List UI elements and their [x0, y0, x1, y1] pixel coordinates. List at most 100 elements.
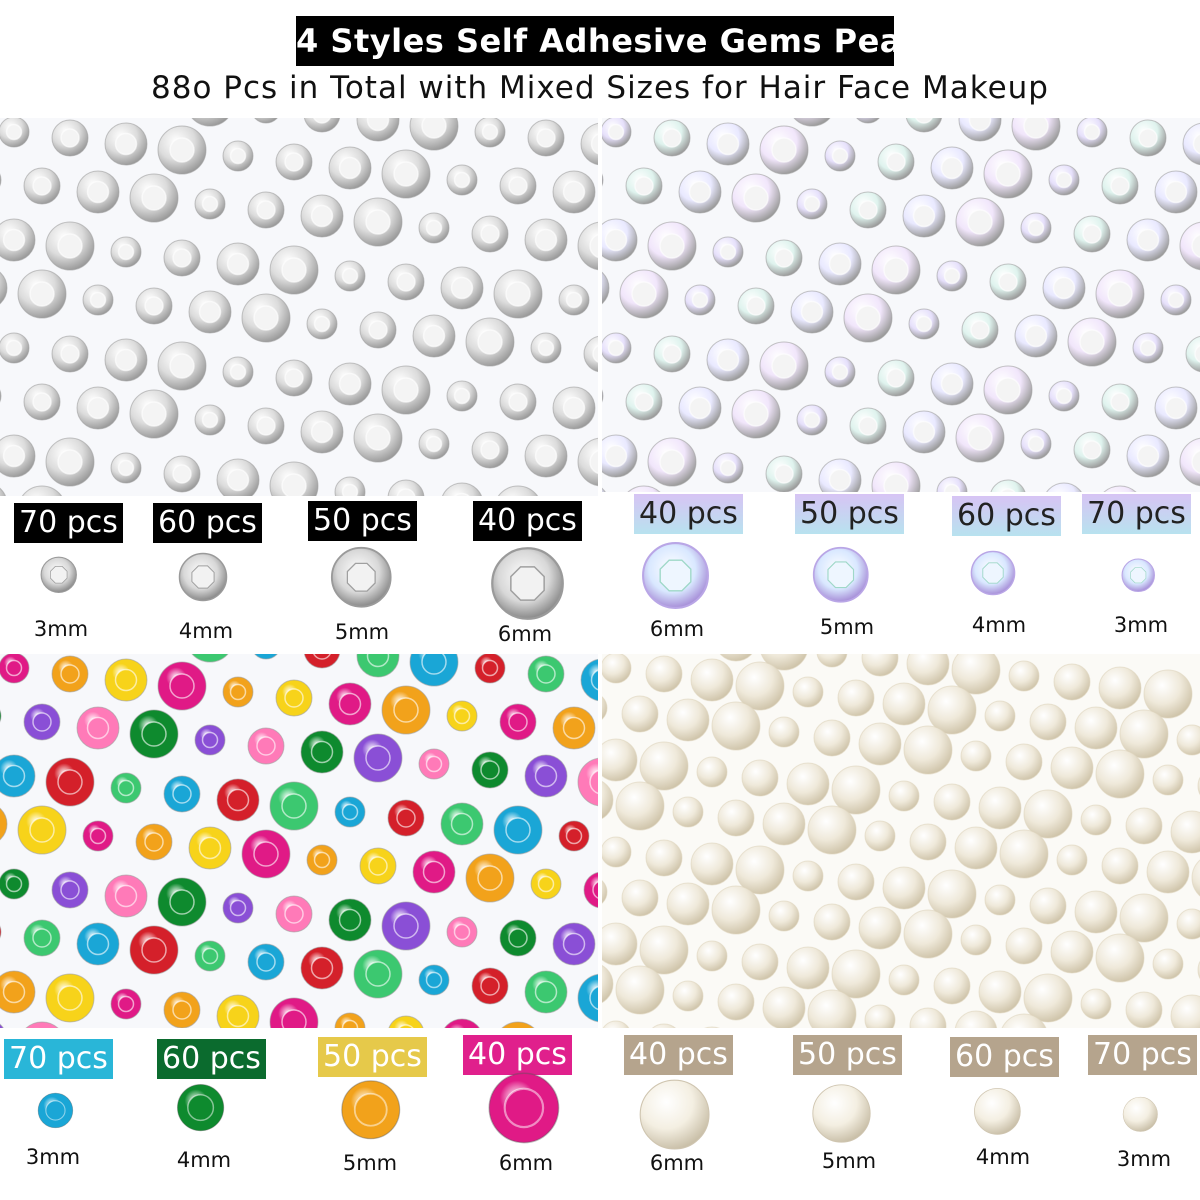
- ab-stone-facet: [831, 147, 849, 165]
- pearl-stone: [1080, 804, 1112, 836]
- ab-stone-facet: [1191, 233, 1200, 259]
- color-stone-facet: [368, 856, 388, 876]
- pearl-stone: [1119, 709, 1169, 759]
- ab-stone: [602, 487, 606, 492]
- pearl-stone: [666, 698, 710, 742]
- pearl-stone: [1001, 1013, 1047, 1028]
- ab-stone-facet: [1082, 224, 1102, 244]
- ab-stone: [1185, 335, 1200, 373]
- pearl-stone: [602, 922, 638, 966]
- pearl-stone: [807, 989, 857, 1028]
- clear-stone-facet: [201, 411, 219, 429]
- pearl-icon-4mm: [973, 1087, 1022, 1140]
- color-stone-facet: [508, 712, 528, 732]
- clear-stone-facet: [396, 488, 416, 496]
- color-stone-facet: [2, 980, 26, 1004]
- color-stone: [303, 654, 341, 669]
- clear-size-label-5mm: 5mm: [334, 620, 390, 644]
- color-size-label-5mm: 5mm: [342, 1151, 398, 1175]
- ab-stone-facet: [1139, 339, 1157, 357]
- ab-stone-facet: [1052, 276, 1076, 300]
- ab-stone-facet: [691, 291, 709, 309]
- clear-stone-facet: [201, 195, 219, 213]
- color-stone: [388, 1015, 424, 1028]
- ab-stone-facet: [1055, 387, 1073, 405]
- pearl-stone: [882, 682, 926, 726]
- ab-stone-facet: [858, 416, 878, 436]
- pearl-count-badge-4mm: 60 pcs: [950, 1037, 1059, 1077]
- ab-stone-facet: [631, 281, 657, 307]
- color-stone-facet: [481, 659, 499, 677]
- color-stone-facet: [536, 664, 556, 684]
- color-stone-facet: [396, 808, 416, 828]
- pearl-sheet-photo: [602, 654, 1200, 1028]
- pearl-stone: [864, 1004, 896, 1028]
- clear-stone-facet: [341, 483, 359, 496]
- pearl-stone: [621, 695, 659, 733]
- ab-stone-facet: [604, 228, 628, 252]
- pearl-size-label-3mm: 3mm: [1116, 1147, 1172, 1171]
- clear-stone-facet: [172, 464, 192, 484]
- ab-stone-facet: [1191, 449, 1200, 475]
- color-stone-facet: [366, 654, 390, 668]
- clear-stone: [191, 118, 229, 127]
- clear-stone-facet: [589, 233, 598, 259]
- color-stone-facet: [2, 764, 26, 788]
- color-stone-facet: [338, 692, 362, 716]
- color-stone-facet: [86, 932, 110, 956]
- clear-stone-facet: [117, 459, 135, 477]
- pearl-stone: [807, 805, 857, 855]
- pearl-stone: [813, 719, 851, 757]
- pearl-stone: [1050, 746, 1094, 790]
- ab-stone-facet: [915, 315, 933, 333]
- clear-count-badge-4mm: 60 pcs: [153, 503, 262, 543]
- clear-size-label-3mm: 3mm: [33, 617, 89, 641]
- color-stone-facet: [365, 745, 391, 771]
- ab-stone-facet: [719, 459, 737, 477]
- pearl-stone: [1098, 666, 1142, 710]
- clear-stone-facet: [453, 171, 471, 189]
- ab-count-badge-5mm: 50 pcs: [795, 494, 904, 534]
- color-stone-facet: [29, 817, 55, 843]
- pearl-stone: [909, 823, 947, 861]
- color-stone-facet: [117, 779, 135, 797]
- ab-stone-facet: [1136, 444, 1160, 468]
- ab-stone-facet: [800, 300, 824, 324]
- clear-stone-facet: [256, 416, 276, 436]
- ab-stone-facet: [688, 180, 712, 204]
- clear-gem-icon-6mm: [490, 546, 565, 625]
- clear-size-label-4mm: 4mm: [178, 619, 234, 643]
- pearl-stone: [602, 696, 608, 720]
- color-stone-facet: [114, 884, 138, 908]
- ab-stone-facet: [968, 118, 992, 132]
- pearl-stone: [960, 924, 992, 956]
- clear-gem-icon-3mm: [40, 556, 78, 598]
- pearl-stone: [602, 738, 638, 782]
- ab-size-label-3mm: 3mm: [1113, 613, 1169, 637]
- ab-stone-facet: [1164, 180, 1188, 204]
- pearl-stone: [602, 836, 632, 868]
- pearl-stone: [837, 679, 875, 717]
- clear-stone-facet: [89, 291, 107, 309]
- pearl-stone: [1152, 948, 1184, 980]
- ab-stone-facet: [607, 123, 625, 141]
- pearl-stone: [645, 839, 683, 877]
- color-stone-facet: [229, 899, 247, 917]
- clear-stone-facet: [366, 118, 390, 132]
- ab-stone: [1179, 437, 1200, 487]
- ab-stone-facet: [967, 425, 993, 451]
- ab-stone-facet: [995, 161, 1021, 187]
- color-stone-facet: [425, 755, 443, 773]
- ab-stone-facet: [855, 305, 881, 331]
- color-stone-facet: [341, 1019, 359, 1028]
- ab-stone-facet: [803, 195, 821, 213]
- pearl-stone: [639, 925, 689, 975]
- ab-stone-facet: [1110, 392, 1130, 412]
- ab-stone: [1103, 485, 1137, 492]
- clear-stone-facet: [454, 492, 470, 496]
- clear-stone-facet: [284, 152, 304, 172]
- color-stone-facet: [341, 803, 359, 821]
- pearl-stone: [903, 909, 953, 959]
- clear-stone: [577, 221, 598, 271]
- clear-stone-facet: [396, 272, 416, 292]
